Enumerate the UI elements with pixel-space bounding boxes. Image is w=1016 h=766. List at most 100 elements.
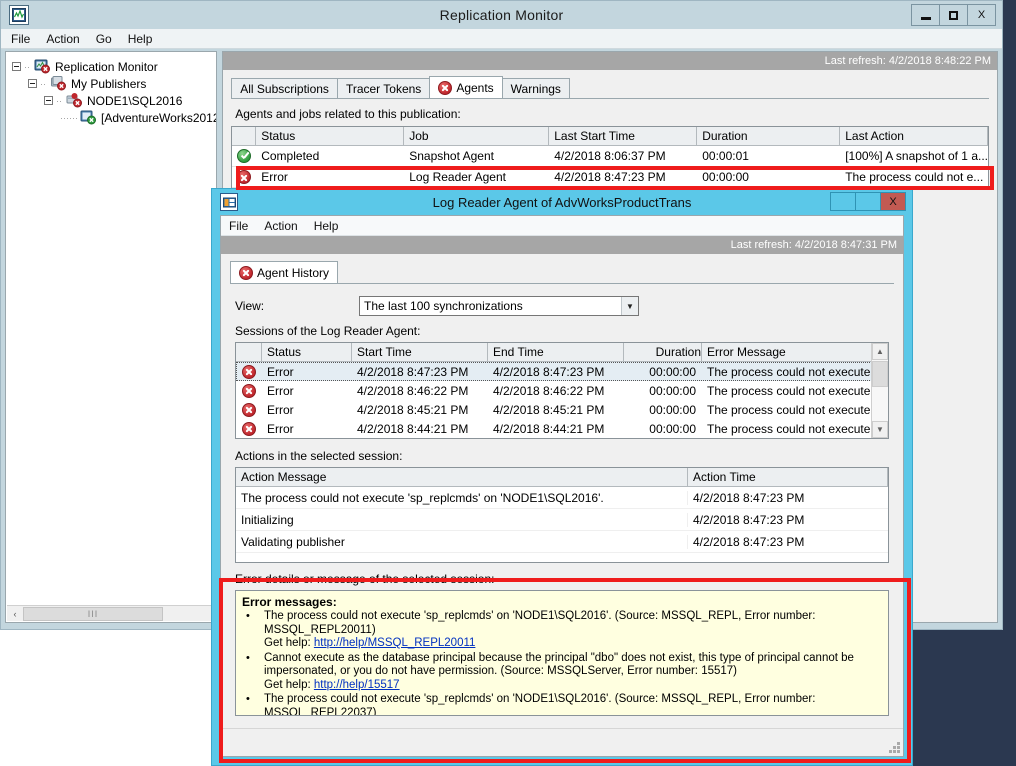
column-header-status[interactable]: Status [262, 343, 352, 361]
cell-start-time: 4/2/2018 8:44:21 PM [357, 421, 469, 436]
error-message-text: Cannot execute as the database principal… [264, 651, 854, 678]
error-icon [242, 364, 256, 379]
get-help-prefix: Get help: [264, 637, 314, 649]
menu-item-go[interactable]: Go [95, 31, 112, 46]
tree-item-label: NODE1\SQL2016 [87, 93, 183, 108]
dialog-maximize-button[interactable] [855, 192, 881, 211]
publishers-error-icon [50, 76, 67, 91]
table-row[interactable]: Initializing 4/2/2018 8:47:23 PM [236, 509, 888, 531]
table-row[interactable]: Completed Snapshot Agent 4/2/2018 8:06:3… [232, 146, 988, 167]
cell-action-message: Validating publisher [236, 534, 688, 549]
close-button[interactable]: X [967, 4, 996, 26]
tree-connector: ·· [40, 78, 46, 89]
chevron-down-icon[interactable]: ▼ [621, 297, 638, 315]
column-header-duration[interactable]: Duration [697, 127, 841, 145]
dialog-menu-item-file[interactable]: File [229, 218, 249, 233]
expander-minus-icon[interactable] [44, 96, 53, 105]
column-header-action-time[interactable]: Action Time [688, 468, 888, 486]
expander-minus-icon[interactable] [28, 79, 37, 88]
tree-item-label: [AdventureWorks2012] [101, 110, 218, 125]
error-message-body: The process could not execute 'sp_replcm… [264, 610, 882, 651]
column-header-job[interactable]: Job [404, 127, 550, 145]
column-header-start-time[interactable]: Start Time [352, 343, 488, 361]
scroll-up-icon[interactable]: ▲ [872, 343, 888, 360]
agent-window-icon [220, 193, 238, 211]
get-help-prefix: Get help: [264, 678, 314, 691]
view-select[interactable]: The last 100 synchronizations ▼ [359, 296, 639, 316]
dialog-titlebar[interactable]: Log Reader Agent of AdvWorksProductTrans… [212, 189, 912, 215]
view-label: View: [235, 299, 265, 313]
scrollbar-thumb[interactable] [872, 361, 888, 387]
column-header-icon[interactable] [232, 127, 257, 145]
table-row[interactable]: Error 4/2/2018 8:47:23 PM 4/2/2018 8:47:… [236, 362, 888, 381]
sessions-table: Status Start Time End Time Duration Erro… [235, 342, 889, 439]
tree-item-adventureworks2012[interactable]: ······ [AdventureWorks2012] [10, 109, 218, 126]
column-header-end-time[interactable]: End Time [488, 343, 624, 361]
tree-horizontal-scrollbar[interactable]: ‹ III [7, 605, 216, 621]
table-row[interactable]: Error Log Reader Agent 4/2/2018 8:47:23 … [232, 167, 988, 188]
cell-end-time: 4/2/2018 8:47:23 PM [493, 364, 605, 379]
menu-item-file[interactable]: File [11, 31, 31, 46]
error-details-panel[interactable]: Error messages: • The process could not … [235, 590, 889, 716]
column-header-icon[interactable] [236, 343, 262, 361]
error-message-body: The process could not execute 'sp_replcm… [264, 693, 882, 715]
tab-warnings[interactable]: Warnings [501, 78, 570, 98]
dialog-menu-item-help[interactable]: Help [313, 218, 339, 233]
tree-connector: ·· [56, 95, 62, 106]
tab-agents[interactable]: Agents [429, 76, 503, 98]
minimize-button[interactable] [911, 4, 940, 26]
tree-connector: ······ [60, 112, 78, 123]
main-titlebar[interactable]: Replication Monitor X [1, 1, 1002, 29]
cell-error-message: The process could not execute '... [707, 383, 887, 398]
agents-tab-panel: Agents and jobs related to this publicat… [231, 98, 989, 189]
tab-all-subscriptions[interactable]: All Subscriptions [231, 78, 338, 98]
dialog-tabstrip: Agent History [230, 261, 903, 283]
table-row[interactable]: Error 4/2/2018 8:44:21 PM 4/2/2018 8:44:… [236, 419, 888, 438]
log-reader-agent-dialog: Log Reader Agent of AdvWorksProductTrans… [211, 188, 913, 766]
row-status-cell [236, 383, 262, 398]
scroll-left-icon[interactable]: ‹ [13, 608, 17, 619]
tab-label: Warnings [510, 81, 561, 96]
cell-start-time: 4/2/2018 8:47:23 PM [357, 364, 469, 379]
tab-label: Agent History [257, 265, 330, 280]
scroll-down-icon[interactable]: ▼ [872, 421, 888, 438]
column-header-error-message[interactable]: Error Message [702, 343, 888, 361]
column-header-status[interactable]: Status [256, 127, 405, 145]
table-row[interactable]: Error 4/2/2018 8:45:21 PM 4/2/2018 8:45:… [236, 400, 888, 419]
bullet-icon: • [246, 651, 250, 664]
menu-item-help[interactable]: Help [127, 31, 153, 46]
table-row[interactable]: Validating publisher 4/2/2018 8:47:23 PM [236, 531, 888, 553]
help-link[interactable]: http://help/15517 [313, 678, 400, 691]
dialog-title: Log Reader Agent of AdvWorksProductTrans [432, 194, 692, 210]
replication-monitor-error-icon [34, 59, 51, 74]
table-row[interactable]: Error 4/2/2018 8:46:22 PM 4/2/2018 8:46:… [236, 381, 888, 400]
column-header-action-message[interactable]: Action Message [236, 468, 688, 486]
resize-grip-icon[interactable] [887, 740, 900, 753]
maximize-button[interactable] [939, 4, 968, 26]
column-header-last-start-time[interactable]: Last Start Time [549, 127, 698, 145]
dialog-close-button[interactable]: X [880, 192, 906, 211]
cell-end-time: 4/2/2018 8:46:22 PM [493, 383, 605, 398]
sessions-vertical-scrollbar[interactable]: ▲ ▼ [871, 343, 888, 438]
success-icon [237, 149, 252, 163]
error-message-body: Cannot execute as the database principal… [264, 652, 882, 693]
dialog-menu-item-action[interactable]: Action [264, 218, 298, 233]
expander-minus-icon[interactable] [12, 62, 21, 71]
tree-item-my-publishers[interactable]: ·· My Publishers [10, 75, 214, 92]
tab-tracer-tokens[interactable]: Tracer Tokens [336, 78, 431, 98]
tab-label: Tracer Tokens [345, 81, 422, 96]
dialog-window-controls: X [830, 192, 906, 211]
tree-item-replication-monitor[interactable]: ·· Replication Monitor [10, 58, 214, 75]
table-row[interactable]: The process could not execute 'sp_replcm… [236, 487, 888, 509]
tree-item-node1-sql2016[interactable]: ·· NODE1\SQL2016 [10, 92, 214, 109]
dialog-minimize-button[interactable] [830, 192, 856, 211]
help-link[interactable]: http://help/MSSQL_REPL20011 [313, 637, 476, 649]
tab-agent-history[interactable]: Agent History [230, 261, 339, 283]
column-header-last-action[interactable]: Last Action [840, 127, 988, 145]
column-header-duration[interactable]: Duration [624, 343, 702, 361]
error-message-item: • Cannot execute as the database princip… [242, 652, 882, 693]
menu-item-action[interactable]: Action [46, 31, 80, 46]
sessions-section-label: Sessions of the Log Reader Agent: [235, 324, 421, 338]
actions-section-label: Actions in the selected session: [235, 449, 403, 463]
scrollbar-thumb[interactable]: III [23, 606, 163, 621]
